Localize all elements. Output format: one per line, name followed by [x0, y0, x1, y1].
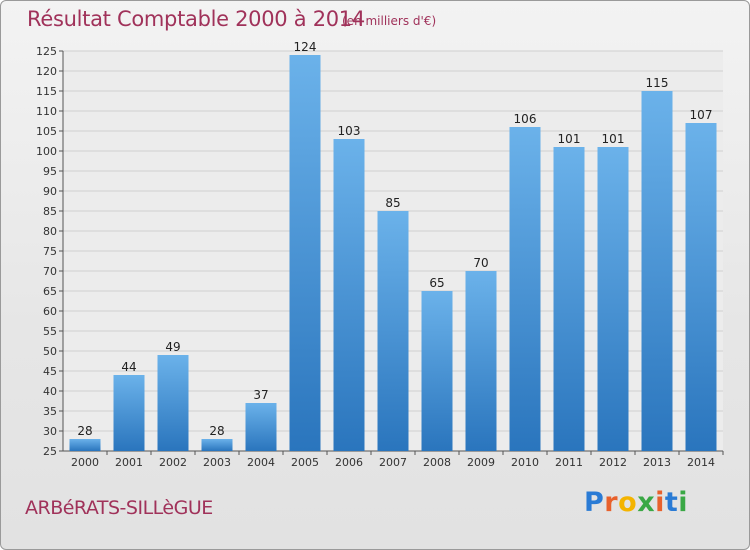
y-tick-label: 110	[36, 105, 57, 118]
x-tick-label: 2012	[599, 456, 627, 469]
bar	[69, 439, 101, 451]
x-tick-label: 2014	[687, 456, 715, 469]
data-label: 70	[473, 256, 488, 270]
y-tick-label: 50	[43, 345, 57, 358]
bar	[509, 127, 541, 451]
y-tick-label: 35	[43, 405, 57, 418]
data-label: 49	[165, 340, 180, 354]
x-tick-label: 2005	[291, 456, 319, 469]
bar	[157, 355, 189, 451]
bar	[465, 271, 497, 451]
bar	[113, 375, 145, 451]
y-tick-label: 115	[36, 85, 57, 98]
bar	[201, 439, 233, 451]
bar	[421, 291, 453, 451]
logo-letter: t	[664, 487, 679, 518]
y-tick-label: 100	[36, 145, 57, 158]
y-tick-label: 65	[43, 285, 57, 298]
proxiti-logo: Proxiti	[584, 487, 688, 518]
data-label: 65	[429, 276, 444, 290]
town-name: ARBéRATS-SILLèGUE	[25, 497, 213, 519]
logo-letter: r	[604, 487, 619, 518]
y-tick-label: 80	[43, 225, 57, 238]
x-tick-label: 2002	[159, 456, 187, 469]
y-tick-label: 55	[43, 325, 57, 338]
data-label: 37	[253, 388, 268, 402]
data-label: 44	[121, 360, 136, 374]
chart-subtitle: (en milliers d'€)	[342, 14, 437, 28]
data-label: 124	[294, 40, 317, 54]
x-tick-label: 2013	[643, 456, 671, 469]
x-tick-label: 2008	[423, 456, 451, 469]
data-label: 106	[514, 112, 537, 126]
x-tick-label: 2006	[335, 456, 363, 469]
bar	[685, 123, 717, 451]
x-tick-label: 2003	[203, 456, 231, 469]
y-tick-label: 90	[43, 185, 57, 198]
y-tick-label: 120	[36, 65, 57, 78]
y-tick-label: 25	[43, 445, 57, 458]
logo-letter: o	[618, 487, 638, 518]
bar	[333, 139, 365, 451]
y-tick-label: 60	[43, 305, 57, 318]
data-label: 115	[646, 76, 669, 90]
logo-letter: i	[678, 487, 689, 518]
bar	[377, 211, 409, 451]
bar	[597, 147, 629, 451]
x-tick-label: 2009	[467, 456, 495, 469]
x-tick-label: 2001	[115, 456, 143, 469]
x-tick-label: 2004	[247, 456, 275, 469]
x-tick-label: 2007	[379, 456, 407, 469]
bar	[553, 147, 585, 451]
y-tick-label: 30	[43, 425, 57, 438]
x-tick-label: 2010	[511, 456, 539, 469]
y-tick-label: 40	[43, 385, 57, 398]
data-label: 103	[338, 124, 361, 138]
logo-letter: i	[655, 487, 665, 518]
logo-letter: x	[637, 487, 656, 518]
y-tick-label: 45	[43, 365, 57, 378]
y-tick-label: 95	[43, 165, 57, 178]
logo-letter: P	[584, 487, 605, 518]
data-label: 107	[690, 108, 713, 122]
y-tick-label: 70	[43, 265, 57, 278]
y-tick-label: 75	[43, 245, 57, 258]
data-label: 101	[602, 132, 625, 146]
bar	[245, 403, 277, 451]
data-label: 28	[209, 424, 224, 438]
y-tick-label: 125	[36, 45, 57, 58]
data-label: 28	[77, 424, 92, 438]
x-tick-label: 2000	[71, 456, 99, 469]
data-label: 85	[385, 196, 400, 210]
chart-title: Résultat Comptable 2000 à 2014	[27, 7, 365, 31]
bar	[289, 55, 321, 451]
y-tick-label: 105	[36, 125, 57, 138]
data-label: 101	[558, 132, 581, 146]
y-tick-label: 85	[43, 205, 57, 218]
x-tick-label: 2011	[555, 456, 583, 469]
bar	[641, 91, 673, 451]
